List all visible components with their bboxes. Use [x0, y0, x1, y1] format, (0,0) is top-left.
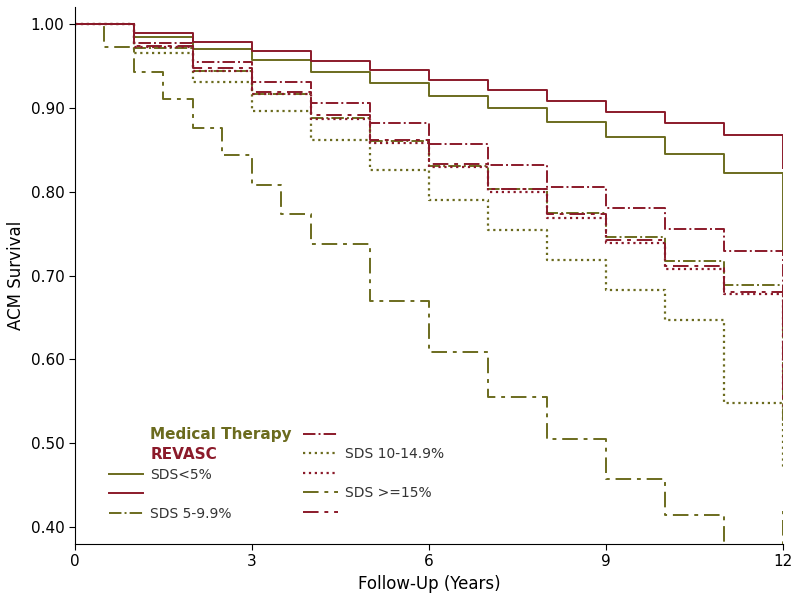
Legend: Medical Therapy, REVASC, SDS<5%,  , SDS 5-9.9%,  , SDS 10-14.9%,  , SDS >=15%,  : Medical Therapy, REVASC, SDS<5%, , SDS 5…: [103, 421, 450, 526]
X-axis label: Follow-Up (Years): Follow-Up (Years): [358, 575, 501, 593]
Y-axis label: ACM Survival: ACM Survival: [7, 221, 25, 330]
